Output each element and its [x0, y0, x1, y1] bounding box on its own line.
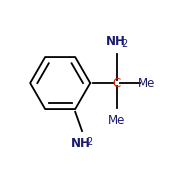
Text: 2: 2	[121, 39, 127, 49]
Text: 2: 2	[86, 137, 92, 147]
Text: NH: NH	[71, 137, 91, 150]
Text: NH: NH	[105, 35, 125, 48]
Text: Me: Me	[138, 77, 155, 90]
Text: Me: Me	[108, 114, 125, 127]
Text: C: C	[113, 77, 121, 90]
